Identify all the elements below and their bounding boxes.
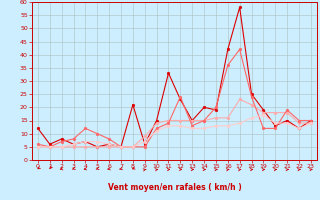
X-axis label: Vent moyen/en rafales ( km/h ): Vent moyen/en rafales ( km/h ) — [108, 183, 241, 192]
